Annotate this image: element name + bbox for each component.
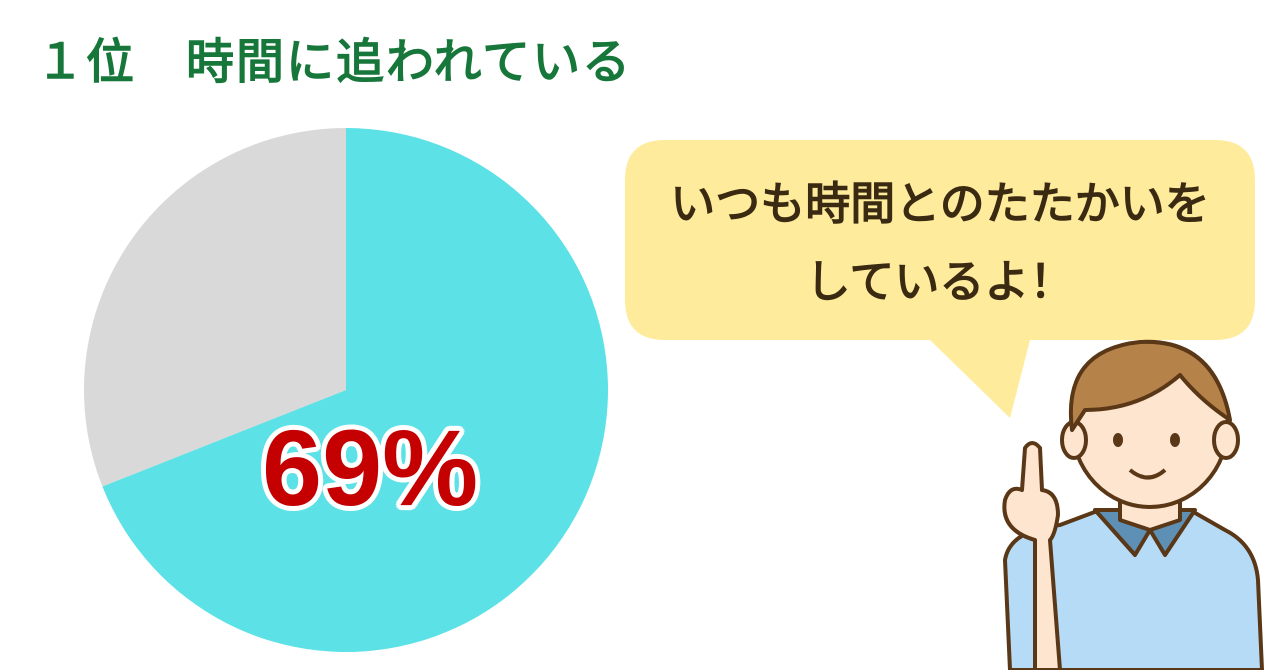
speech-line-1: いつも時間とのたたかいを (670, 177, 1210, 230)
boy-illustration (1002, 339, 1264, 670)
pie-data-label: 69% (262, 407, 479, 528)
speech-bubble-text: いつも時間とのたたかいを しているよ！ (625, 165, 1255, 321)
pie-slice-0 (102, 128, 608, 652)
page-title: １位 時間に追われている (36, 34, 633, 90)
pie-slice-1 (84, 128, 347, 487)
speech-bubble (625, 140, 1255, 418)
speech-line-2: しているよ！ (805, 255, 1075, 308)
